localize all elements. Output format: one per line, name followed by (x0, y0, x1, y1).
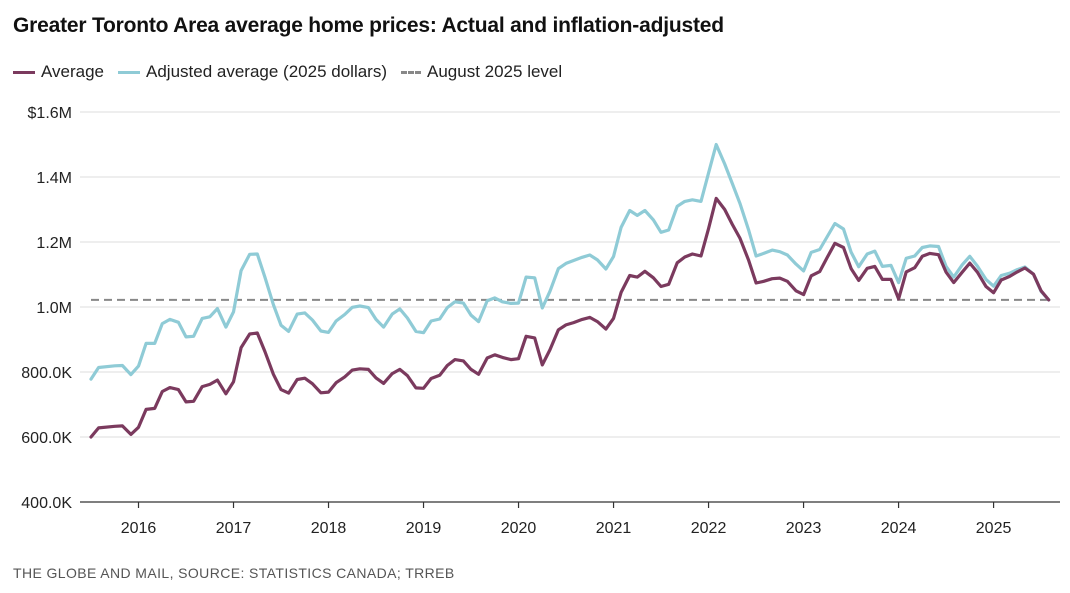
series-line-adjusted (89, 142, 1051, 381)
legend-item-average: Average (13, 62, 104, 82)
y-tick-label: 1.4M (36, 170, 72, 187)
x-tick-label: 2021 (596, 520, 632, 537)
legend: Average Adjusted average (2025 dollars) … (13, 62, 576, 82)
y-tick-label: 1.2M (36, 235, 72, 252)
y-tick-label: 400.0K (21, 495, 72, 512)
y-axis-tick-labels: 400.0K 600.0K 800.0K 1.0M 1.2M 1.4M $1.6M (21, 105, 72, 512)
legend-item-reference: August 2025 level (401, 62, 562, 82)
x-tick-label: 2024 (881, 520, 917, 537)
x-tick-label: 2017 (216, 520, 252, 537)
legend-label-average: Average (41, 62, 105, 81)
legend-label-reference: August 2025 level (427, 62, 563, 81)
x-tick-label: 2025 (976, 520, 1012, 537)
legend-swatch-reference (401, 70, 421, 74)
legend-label-adjusted: Adjusted average (2025 dollars) (146, 62, 387, 81)
y-tick-label: $1.6M (28, 105, 72, 122)
x-axis: 2016 2017 2018 2019 2020 2021 2022 2023 2024 2025 (80, 501, 1060, 537)
legend-item-adjusted: Adjusted average (2025 dollars) (118, 62, 387, 82)
legend-swatch-adjusted (118, 70, 141, 74)
series-lines (89, 142, 1051, 439)
x-tick-label: 2016 (121, 520, 157, 537)
series-line-average (89, 196, 1051, 439)
gridlines (80, 111, 1060, 438)
y-tick-label: 600.0K (21, 430, 72, 447)
x-tick-label: 2023 (786, 520, 822, 537)
chart-title: Greater Toronto Area average home prices… (13, 14, 724, 37)
source-credit: THE GLOBE AND MAIL, SOURCE: STATISTICS C… (13, 565, 455, 581)
x-tick-label: 2019 (406, 520, 442, 537)
y-tick-label: 800.0K (21, 365, 72, 382)
x-tick-label: 2022 (691, 520, 727, 537)
y-tick-label: 1.0M (36, 300, 72, 317)
legend-swatch-average (13, 70, 35, 74)
x-tick-label: 2018 (311, 520, 347, 537)
x-tick-label: 2020 (501, 520, 537, 537)
